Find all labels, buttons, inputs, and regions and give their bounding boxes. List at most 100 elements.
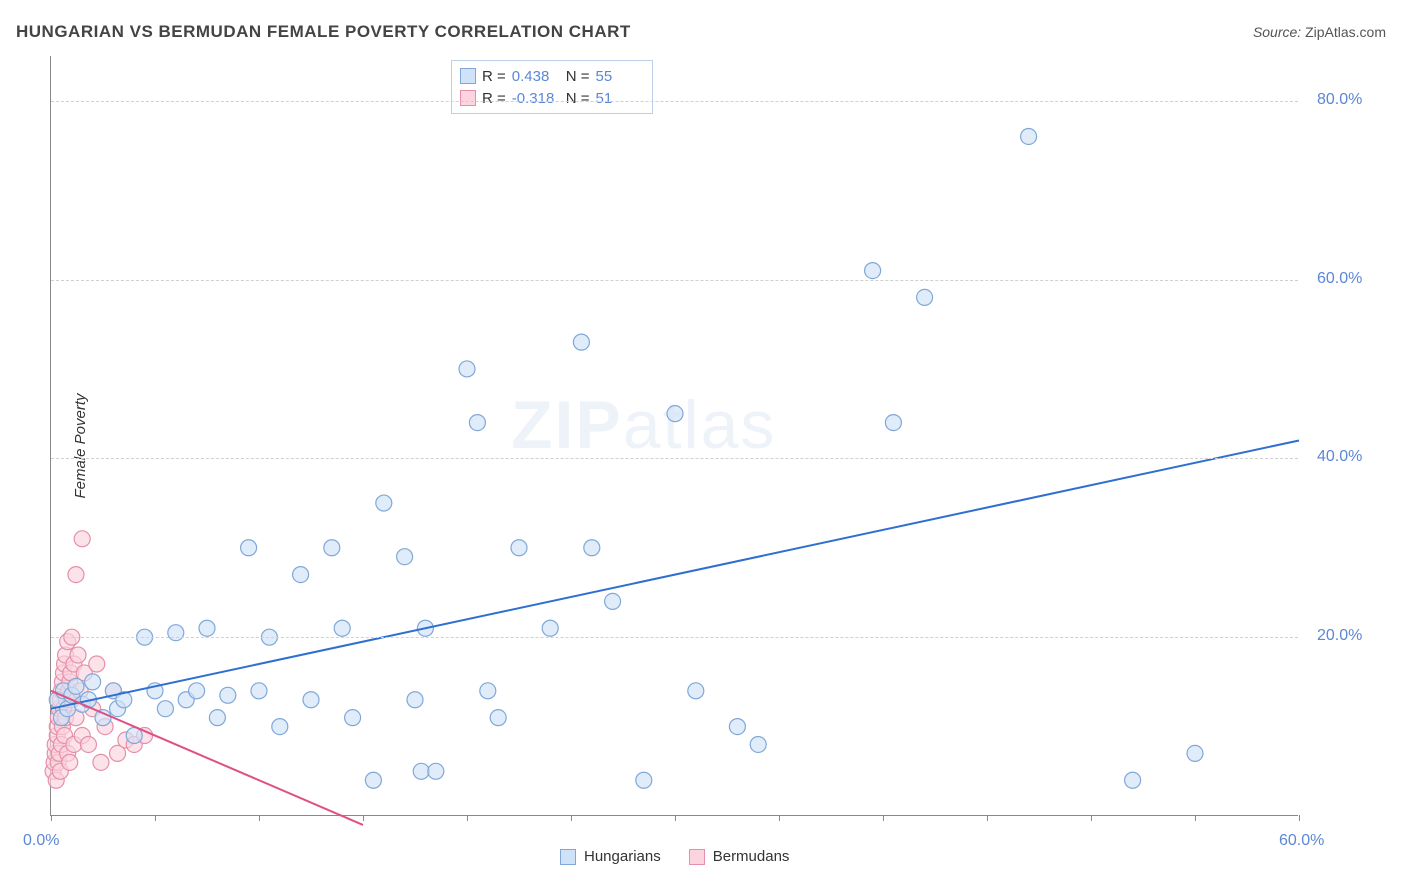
data-point <box>89 656 105 672</box>
legend-item-bermudans: Bermudans <box>689 848 790 865</box>
data-point <box>85 674 101 690</box>
data-point <box>917 289 933 305</box>
data-point <box>667 406 683 422</box>
data-point <box>157 701 173 717</box>
grid-line <box>51 637 1298 638</box>
plot-area: ZIPatlas R = 0.438 N = 55 R = -0.318 N =… <box>50 56 1298 816</box>
data-point <box>199 620 215 636</box>
data-point <box>1021 128 1037 144</box>
source-attribution: Source: ZipAtlas.com <box>1253 24 1386 40</box>
grid-line <box>51 101 1298 102</box>
x-tick-label: 0.0% <box>23 832 59 850</box>
source-label: Source: <box>1253 24 1301 40</box>
data-point <box>324 540 340 556</box>
data-point <box>413 763 429 779</box>
x-tick <box>155 815 156 821</box>
data-point <box>469 415 485 431</box>
x-tick <box>987 815 988 821</box>
data-point <box>74 531 90 547</box>
x-tick <box>51 815 52 821</box>
plot-svg <box>51 56 1298 815</box>
data-point <box>605 593 621 609</box>
x-tick <box>363 815 364 821</box>
x-tick <box>1195 815 1196 821</box>
x-tick <box>883 815 884 821</box>
data-point <box>459 361 475 377</box>
legend-row-bermudans: R = -0.318 N = 51 <box>460 87 644 109</box>
data-point <box>62 754 78 770</box>
x-tick <box>1299 815 1300 821</box>
data-point <box>511 540 527 556</box>
r-value-hungarians: 0.438 <box>512 68 560 85</box>
grid-line <box>51 280 1298 281</box>
data-point <box>95 710 111 726</box>
swatch-hungarians-bottom <box>560 849 576 865</box>
n-label: N = <box>566 68 590 85</box>
r-value-bermudans: -0.318 <box>512 90 560 107</box>
data-point <box>365 772 381 788</box>
data-point <box>397 549 413 565</box>
data-point <box>80 736 96 752</box>
swatch-hungarians <box>460 68 476 84</box>
y-tick-label: 40.0% <box>1317 448 1362 466</box>
n-value-hungarians: 55 <box>596 68 644 85</box>
data-point <box>293 567 309 583</box>
data-point <box>303 692 319 708</box>
x-tick <box>259 815 260 821</box>
correlation-legend: R = 0.438 N = 55 R = -0.318 N = 51 <box>451 60 653 114</box>
x-tick-label: 60.0% <box>1279 832 1324 850</box>
data-point <box>480 683 496 699</box>
legend-item-hungarians: Hungarians <box>560 848 661 865</box>
data-point <box>542 620 558 636</box>
data-point <box>251 683 267 699</box>
y-tick-label: 80.0% <box>1317 91 1362 109</box>
series-legend: Hungarians Bermudans <box>560 848 789 865</box>
data-point <box>750 736 766 752</box>
regression-line <box>51 440 1299 708</box>
data-point <box>209 710 225 726</box>
chart-container: HUNGARIAN VS BERMUDAN FEMALE POVERTY COR… <box>0 0 1406 892</box>
data-point <box>68 678 84 694</box>
x-tick <box>571 815 572 821</box>
data-point <box>729 719 745 735</box>
legend-label-hungarians: Hungarians <box>584 848 661 865</box>
data-point <box>376 495 392 511</box>
data-point <box>1125 772 1141 788</box>
data-point <box>1187 745 1203 761</box>
x-tick <box>675 815 676 821</box>
legend-row-hungarians: R = 0.438 N = 55 <box>460 65 644 87</box>
data-point <box>70 647 86 663</box>
data-point <box>636 772 652 788</box>
data-point <box>168 625 184 641</box>
x-tick <box>1091 815 1092 821</box>
x-tick <box>779 815 780 821</box>
data-point <box>573 334 589 350</box>
data-point <box>428 763 444 779</box>
n-value-bermudans: 51 <box>596 90 644 107</box>
y-tick-label: 60.0% <box>1317 270 1362 288</box>
data-point <box>68 567 84 583</box>
source-value: ZipAtlas.com <box>1305 24 1386 40</box>
data-point <box>189 683 205 699</box>
data-point <box>885 415 901 431</box>
data-point <box>93 754 109 770</box>
grid-line <box>51 458 1298 459</box>
chart-title: HUNGARIAN VS BERMUDAN FEMALE POVERTY COR… <box>16 22 631 42</box>
data-point <box>334 620 350 636</box>
swatch-bermudans-bottom <box>689 849 705 865</box>
data-point <box>272 719 288 735</box>
data-point <box>584 540 600 556</box>
data-point <box>865 263 881 279</box>
swatch-bermudans <box>460 90 476 106</box>
legend-label-bermudans: Bermudans <box>713 848 790 865</box>
r-label: R = <box>482 90 506 107</box>
x-tick <box>467 815 468 821</box>
data-point <box>220 687 236 703</box>
data-point <box>345 710 361 726</box>
n-label: N = <box>566 90 590 107</box>
data-point <box>241 540 257 556</box>
data-point <box>490 710 506 726</box>
r-label: R = <box>482 68 506 85</box>
data-point <box>688 683 704 699</box>
data-point <box>407 692 423 708</box>
